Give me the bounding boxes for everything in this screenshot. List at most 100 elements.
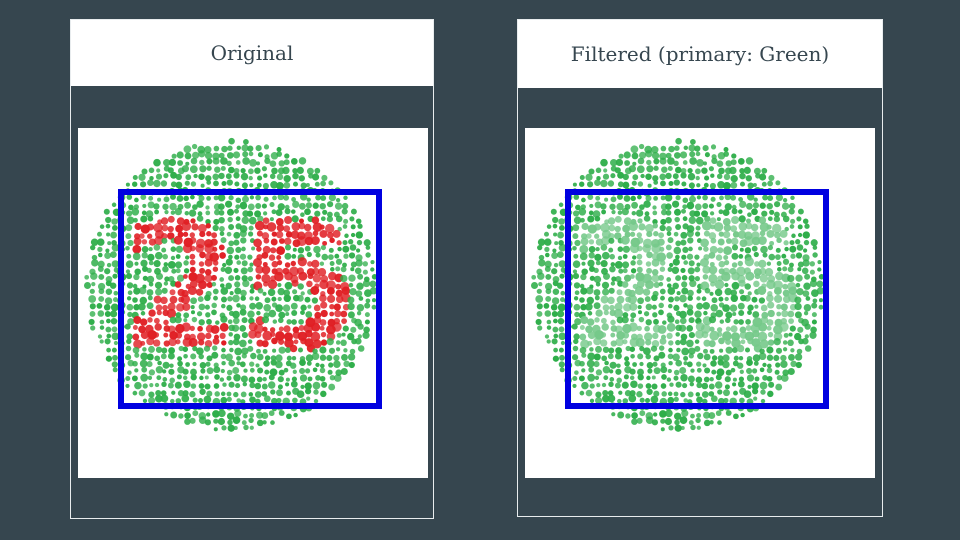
background-dot (680, 333, 688, 341)
background-dot (695, 376, 703, 384)
background-dot (358, 296, 364, 301)
background-dot (228, 254, 233, 260)
background-dot (262, 377, 267, 382)
background-dot (319, 346, 327, 354)
number-dot (614, 225, 621, 233)
background-dot (255, 398, 261, 405)
number-dot (189, 280, 198, 288)
background-dot (668, 181, 674, 186)
number-dot (614, 232, 622, 240)
background-dot (140, 194, 147, 200)
background-dot (297, 347, 304, 353)
background-dot (254, 296, 260, 301)
background-dot (617, 210, 623, 215)
number-dot (189, 236, 197, 244)
background-dot (213, 383, 220, 389)
number-dot (700, 238, 709, 248)
number-dot (195, 244, 204, 253)
background-dot (226, 391, 232, 397)
number-dot (642, 288, 651, 296)
background-dot (235, 383, 241, 389)
background-dot (291, 319, 297, 325)
background-dot (153, 244, 161, 251)
number-dot (600, 332, 607, 338)
background-dot (672, 353, 680, 362)
background-dot (696, 302, 704, 310)
background-dot (240, 304, 247, 311)
background-dot (558, 347, 564, 353)
background-dot (557, 310, 565, 318)
background-dot (730, 294, 739, 303)
background-dot (738, 310, 745, 316)
background-dot (221, 360, 226, 366)
number-dot (666, 332, 673, 340)
background-dot (717, 355, 724, 361)
number-dot (197, 325, 203, 332)
background-dot (658, 351, 666, 359)
background-dot (107, 241, 112, 246)
number-dot (276, 255, 282, 260)
background-dot (236, 145, 242, 151)
background-dot (226, 231, 232, 237)
background-dot (724, 287, 732, 296)
background-dot (593, 302, 601, 310)
background-dot (731, 252, 739, 260)
background-dot (326, 215, 334, 223)
background-dot (637, 157, 645, 165)
number-dot (615, 337, 624, 347)
background-dot (174, 316, 182, 324)
number-dot (204, 243, 215, 254)
background-dot (624, 356, 630, 362)
background-dot (243, 368, 248, 373)
background-dot (676, 291, 681, 296)
background-dot (667, 267, 673, 272)
number-dot (255, 274, 262, 280)
background-dot (665, 209, 672, 216)
background-dot (328, 247, 334, 253)
background-dot (782, 266, 788, 272)
background-dot (683, 303, 688, 308)
background-dot (192, 397, 198, 403)
number-dot (580, 339, 590, 349)
background-dot (688, 353, 694, 359)
number-dot (133, 237, 142, 246)
background-dot (669, 382, 674, 387)
background-dot (283, 159, 290, 166)
background-dot (257, 152, 263, 158)
background-dot (747, 304, 754, 311)
background-dot (134, 381, 142, 390)
background-dot (667, 353, 674, 360)
background-dot (709, 377, 714, 382)
number-dot (271, 337, 278, 345)
background-dot (183, 380, 191, 388)
background-dot (356, 239, 363, 246)
background-dot (341, 353, 348, 361)
background-dot (659, 224, 666, 232)
background-dot (780, 360, 788, 368)
background-dot (587, 194, 594, 200)
background-dot (134, 197, 139, 203)
background-dot (710, 395, 718, 403)
background-dot (681, 287, 689, 295)
background-dot (364, 289, 372, 297)
background-dot (558, 332, 567, 341)
background-dot (717, 180, 725, 189)
background-dot (668, 145, 675, 153)
number-dot (629, 302, 638, 311)
background-dot (689, 381, 695, 387)
background-dot (752, 182, 757, 188)
background-dot (639, 397, 645, 403)
background-dot (673, 208, 682, 216)
number-dot (645, 339, 652, 346)
background-dot (669, 262, 674, 268)
background-dot (285, 377, 290, 382)
number-dot (154, 236, 164, 246)
background-dot (645, 319, 652, 326)
background-dot (276, 147, 282, 152)
number-dot (782, 289, 790, 297)
background-dot (660, 418, 666, 424)
background-dot (725, 410, 732, 416)
number-dot (779, 322, 789, 332)
number-dot (637, 218, 643, 224)
background-dot (690, 424, 696, 431)
